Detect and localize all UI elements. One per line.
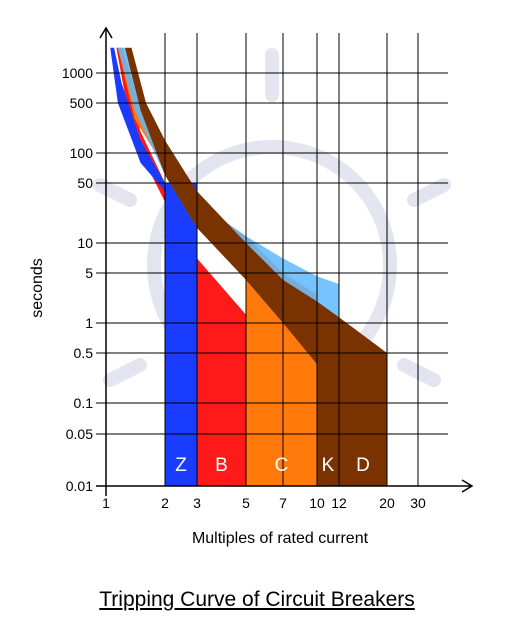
- y-tick-label: 50: [77, 175, 93, 191]
- y-tick-label: 5: [85, 265, 93, 281]
- tripping-curve-chart: 1 2 3 5 7 10 12 20 300.010.050.10.51510501005001…: [29, 26, 474, 547]
- y-tick-label: 1: [85, 315, 93, 331]
- x-tick-label: 10: [309, 495, 325, 511]
- band-label-z: Z: [175, 455, 187, 476]
- y-tick-label: 1000: [62, 65, 93, 81]
- x-tick-label: 2: [161, 495, 169, 511]
- y-tick-label: 0.01: [66, 478, 93, 494]
- y-tick-label: 0.05: [66, 426, 93, 442]
- y-axis-title: seconds: [29, 258, 46, 318]
- band-label-d: D: [356, 455, 370, 476]
- y-tick-label: 0.1: [74, 395, 94, 411]
- x-tick-label: 20: [379, 495, 395, 511]
- x-axis-title: Multiples of rated current: [192, 530, 369, 547]
- band-label-b: B: [215, 455, 228, 476]
- band-d: [125, 47, 387, 487]
- x-tick-label: 1: [102, 495, 110, 511]
- x-tick-label: 30: [410, 495, 426, 511]
- y-tick-label: 0.5: [74, 345, 94, 361]
- band-label-c: C: [275, 455, 289, 476]
- band-k: [117, 47, 340, 487]
- band-z: [110, 47, 197, 487]
- x-tick-label: 12: [331, 495, 347, 511]
- y-tick-label: 500: [70, 95, 94, 111]
- x-tick-label: 7: [279, 495, 287, 511]
- x-tick-label: 3: [193, 495, 201, 511]
- y-tick-label: 100: [70, 145, 94, 161]
- x-tick-label: 5: [242, 495, 250, 511]
- band-label-k: K: [322, 455, 335, 476]
- page-title: Tripping Curve of Circuit Breakers: [99, 588, 415, 611]
- y-tick-label: 10: [77, 235, 93, 251]
- x-axis-arrow: [461, 479, 474, 493]
- y-axis-arrow: [99, 26, 113, 39]
